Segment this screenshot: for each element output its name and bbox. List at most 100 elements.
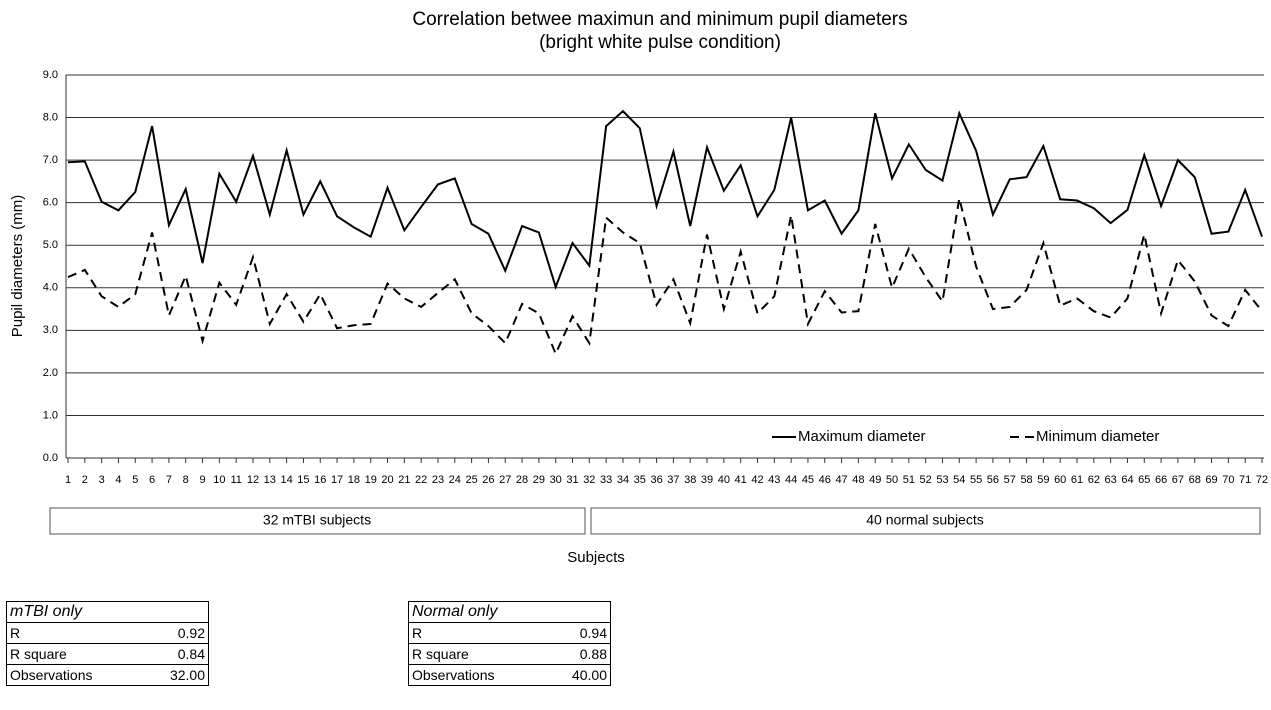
x-tick-label: 67 bbox=[1172, 474, 1184, 486]
cell: 0.92 bbox=[144, 622, 210, 644]
y-tick-label: 4.0 bbox=[43, 282, 58, 294]
cell: 32.00 bbox=[144, 664, 210, 686]
x-tick-label: 55 bbox=[970, 474, 982, 486]
x-tick-label: 46 bbox=[819, 474, 831, 486]
cell: R bbox=[6, 622, 145, 644]
x-tick-label: 25 bbox=[465, 474, 477, 486]
x-tick-label: 66 bbox=[1155, 474, 1167, 486]
x-tick-label: 35 bbox=[634, 474, 646, 486]
x-tick-label: 54 bbox=[953, 474, 965, 486]
table-title: Normal only bbox=[408, 601, 611, 623]
x-tick-label: 12 bbox=[247, 474, 259, 486]
x-tick-label: 61 bbox=[1071, 474, 1083, 486]
x-tick-label: 65 bbox=[1138, 474, 1150, 486]
x-tick-label: 3 bbox=[99, 474, 105, 486]
cell: R bbox=[408, 622, 547, 644]
group-box bbox=[590, 507, 1261, 535]
y-tick-label: 0.0 bbox=[43, 452, 58, 464]
cell: 0.94 bbox=[546, 622, 612, 644]
x-tick-label: 6 bbox=[149, 474, 155, 486]
y-tick-label: 9.0 bbox=[43, 69, 58, 81]
stats-table: Normal only R 0.94 R square 0.88 Observati… bbox=[408, 601, 612, 686]
x-tick-label: 48 bbox=[852, 474, 864, 486]
x-tick-label: 42 bbox=[751, 474, 763, 486]
table-title: mTBI only bbox=[6, 601, 209, 623]
stats-table: mTBI only R 0.92 R square 0.84 Observation… bbox=[6, 601, 210, 686]
x-tick-label: 30 bbox=[550, 474, 562, 486]
x-tick-label: 50 bbox=[886, 474, 898, 486]
data-line bbox=[67, 198, 1263, 357]
x-tick-label: 10 bbox=[213, 474, 225, 486]
x-tick-label: 7 bbox=[166, 474, 172, 486]
x-tick-label: 22 bbox=[415, 474, 427, 486]
x-tick-label: 57 bbox=[1004, 474, 1016, 486]
x-tick-label: 52 bbox=[920, 474, 932, 486]
chart: Correlation betwee maximun and minimum p… bbox=[9, 9, 1268, 566]
cell: R square bbox=[6, 643, 145, 665]
x-tick-label: 24 bbox=[449, 474, 461, 486]
x-tick-label: 1 bbox=[65, 474, 71, 486]
x-tick-label: 68 bbox=[1189, 474, 1201, 486]
y-tick-label: 1.0 bbox=[43, 409, 58, 421]
x-tick-label: 21 bbox=[398, 474, 410, 486]
cell: 40.00 bbox=[546, 664, 612, 686]
y-axis-label: Pupil diameters (mm) bbox=[9, 195, 26, 338]
x-tick-label: 14 bbox=[280, 474, 292, 486]
cell: Observations bbox=[6, 664, 145, 686]
legend-label: Maximum diameter bbox=[798, 428, 926, 445]
x-tick-label: 2 bbox=[82, 474, 88, 486]
x-tick-label: 32 bbox=[583, 474, 595, 486]
x-tick-label: 38 bbox=[684, 474, 696, 486]
chart-title: Correlation betwee maximun and minimum p… bbox=[412, 9, 907, 30]
y-tick-label: 7.0 bbox=[43, 154, 58, 166]
chart-subtitle: (bright white pulse condition) bbox=[539, 32, 781, 53]
x-tick-label: 69 bbox=[1205, 474, 1217, 486]
cell: Observations bbox=[408, 664, 547, 686]
x-tick-label: 37 bbox=[667, 474, 679, 486]
y-tick-label: 5.0 bbox=[43, 239, 58, 251]
x-tick-label: 45 bbox=[802, 474, 814, 486]
x-tick-label: 19 bbox=[365, 474, 377, 486]
x-tick-label: 34 bbox=[617, 474, 629, 486]
x-tick-label: 63 bbox=[1105, 474, 1117, 486]
x-tick-label: 28 bbox=[516, 474, 528, 486]
cell: 0.84 bbox=[144, 643, 210, 665]
x-tick-label: 31 bbox=[566, 474, 578, 486]
x-tick-label: 18 bbox=[348, 474, 360, 486]
x-tick-label: 4 bbox=[115, 474, 121, 486]
y-tick-label: 8.0 bbox=[43, 111, 58, 123]
x-tick-label: 59 bbox=[1037, 474, 1049, 486]
x-tick-label: 23 bbox=[432, 474, 444, 486]
x-tick-label: 27 bbox=[499, 474, 511, 486]
x-tick-label: 16 bbox=[314, 474, 326, 486]
x-tick-label: 71 bbox=[1239, 474, 1251, 486]
legend-label: Minimum diameter bbox=[1036, 428, 1159, 445]
x-tick-label: 53 bbox=[936, 474, 948, 486]
x-tick-label: 56 bbox=[987, 474, 999, 486]
x-tick-label: 72 bbox=[1256, 474, 1268, 486]
x-tick-label: 13 bbox=[264, 474, 276, 486]
x-tick-label: 60 bbox=[1054, 474, 1066, 486]
x-tick-label: 64 bbox=[1121, 474, 1133, 486]
group-label: 32 mTBI subjects bbox=[263, 512, 371, 528]
cell: 0.88 bbox=[546, 643, 612, 665]
cell: R square bbox=[408, 643, 547, 665]
y-tick-label: 3.0 bbox=[43, 324, 58, 336]
x-tick-label: 33 bbox=[600, 474, 612, 486]
x-tick-label: 44 bbox=[785, 474, 797, 486]
x-tick-label: 43 bbox=[768, 474, 780, 486]
group-label: 40 normal subjects bbox=[866, 512, 984, 528]
data-line bbox=[67, 109, 1263, 290]
x-tick-label: 17 bbox=[331, 474, 343, 486]
x-tick-label: 39 bbox=[701, 474, 713, 486]
x-tick-label: 5 bbox=[132, 474, 138, 486]
x-tick-label: 41 bbox=[735, 474, 747, 486]
x-tick-label: 29 bbox=[533, 474, 545, 486]
x-tick-label: 49 bbox=[869, 474, 881, 486]
x-tick-label: 47 bbox=[835, 474, 847, 486]
group-box bbox=[49, 507, 586, 535]
y-tick-label: 2.0 bbox=[43, 367, 58, 379]
x-axis-label: Subjects bbox=[567, 549, 625, 566]
x-tick-label: 58 bbox=[1020, 474, 1032, 486]
